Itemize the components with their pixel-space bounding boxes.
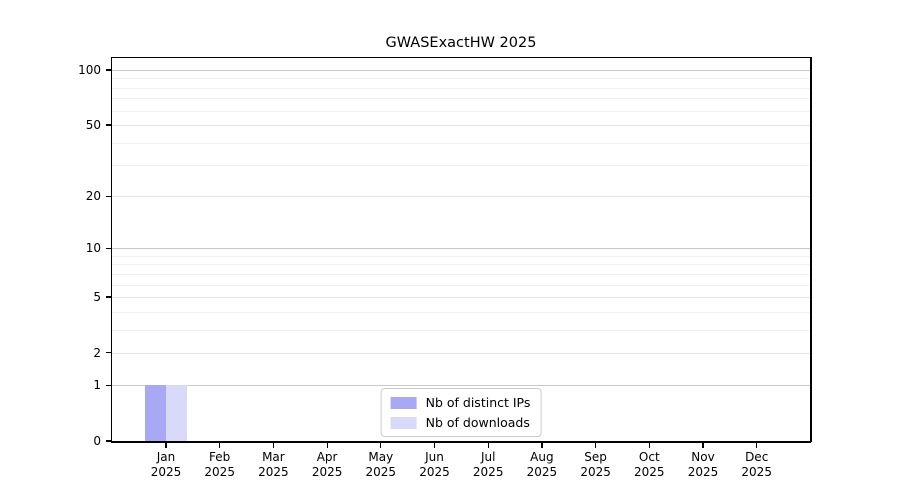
x-tick <box>487 442 489 448</box>
axis-spine-right <box>810 57 812 442</box>
x-tick <box>165 442 167 448</box>
legend-row-downloads: Nb of downloads <box>390 415 531 430</box>
x-tick <box>648 442 650 448</box>
bar-nb-of-downloads-jan-2025 <box>166 385 187 441</box>
y-tick <box>105 124 111 126</box>
y-tick <box>105 384 111 386</box>
y-tick <box>105 296 111 298</box>
legend-label-distinct-ips: Nb of distinct IPs <box>425 395 531 410</box>
gridline-minor <box>112 264 810 266</box>
axis-spine-bottom <box>111 441 811 443</box>
x-tick-label: Dec 2025 <box>741 450 772 479</box>
y-tick-label: 0 <box>93 434 101 448</box>
gridline-minor <box>112 273 810 275</box>
x-tick <box>433 442 436 448</box>
plot-area: Nb of distinct IPs Nb of downloads 0 1 2 5 1… <box>78 56 812 479</box>
x-tick-label: Jul 2025 <box>472 450 504 479</box>
gridline-minor <box>112 329 810 331</box>
chart-title: GWASExactHW 2025 <box>385 35 537 51</box>
legend: Nb of distinct IPs Nb of downloads <box>380 388 542 437</box>
y-tick <box>105 440 111 442</box>
gridline-minor <box>112 78 810 80</box>
x-tick-label: Jun 2025 <box>419 450 450 479</box>
x-tick-label: Jan 2025 <box>150 450 182 479</box>
y-tick-label: 5 <box>93 290 101 304</box>
y-tick-label: 20 <box>85 189 101 204</box>
x-tick <box>380 442 382 448</box>
gridline-major <box>112 248 810 250</box>
axis-spine-top <box>111 56 811 58</box>
x-tick-label: May 2025 <box>365 450 397 479</box>
axis-spine-left <box>110 57 112 442</box>
gridline-major <box>112 297 810 298</box>
gridline-minor <box>112 255 810 257</box>
x-tick-label: Nov 2025 <box>687 450 719 479</box>
y-tick <box>105 69 111 71</box>
x-tick <box>326 442 328 448</box>
legend-label-downloads: Nb of downloads <box>425 415 530 430</box>
gridline-major <box>112 196 810 198</box>
y-tick-label: 100 <box>78 63 101 77</box>
x-tick-label: Mar 2025 <box>258 450 289 479</box>
gridline-minor <box>112 110 810 112</box>
x-tick <box>756 442 758 448</box>
y-tick-label: 2 <box>93 345 101 360</box>
x-tick-label: Oct 2025 <box>634 450 665 479</box>
gridline-minor <box>112 164 810 166</box>
bar-nb-of-distinct-ips-jan-2025 <box>145 385 166 441</box>
x-tick <box>595 442 597 448</box>
x-tick <box>219 442 221 448</box>
legend-swatch-downloads <box>390 416 417 429</box>
gridline-minor <box>112 98 810 100</box>
x-tick-label: Feb 2025 <box>204 450 235 479</box>
x-tick-label: Apr 2025 <box>311 450 343 479</box>
y-tick-label: 1 <box>93 378 101 393</box>
x-tick <box>702 442 704 448</box>
y-tick-label: 10 <box>85 241 101 256</box>
y-tick <box>105 352 111 354</box>
x-tick-label: Aug 2025 <box>526 450 558 479</box>
y-tick <box>105 247 111 249</box>
x-tick <box>541 442 543 448</box>
y-tick-label: 50 <box>85 117 101 132</box>
x-tick-label: Sep 2025 <box>580 450 611 479</box>
gridline-major <box>112 385 810 387</box>
gridline-major <box>112 352 810 354</box>
gridline-major <box>112 70 810 71</box>
legend-row-distinct-ips: Nb of distinct IPs <box>390 395 531 410</box>
gridline-minor <box>112 87 810 89</box>
gridline-minor <box>112 142 810 144</box>
legend-swatch-distinct-ips <box>390 396 417 409</box>
y-tick <box>105 195 111 197</box>
gridline-minor <box>112 311 810 313</box>
gridline-major <box>112 124 810 126</box>
x-tick <box>272 442 275 448</box>
gridline-minor <box>112 284 810 286</box>
